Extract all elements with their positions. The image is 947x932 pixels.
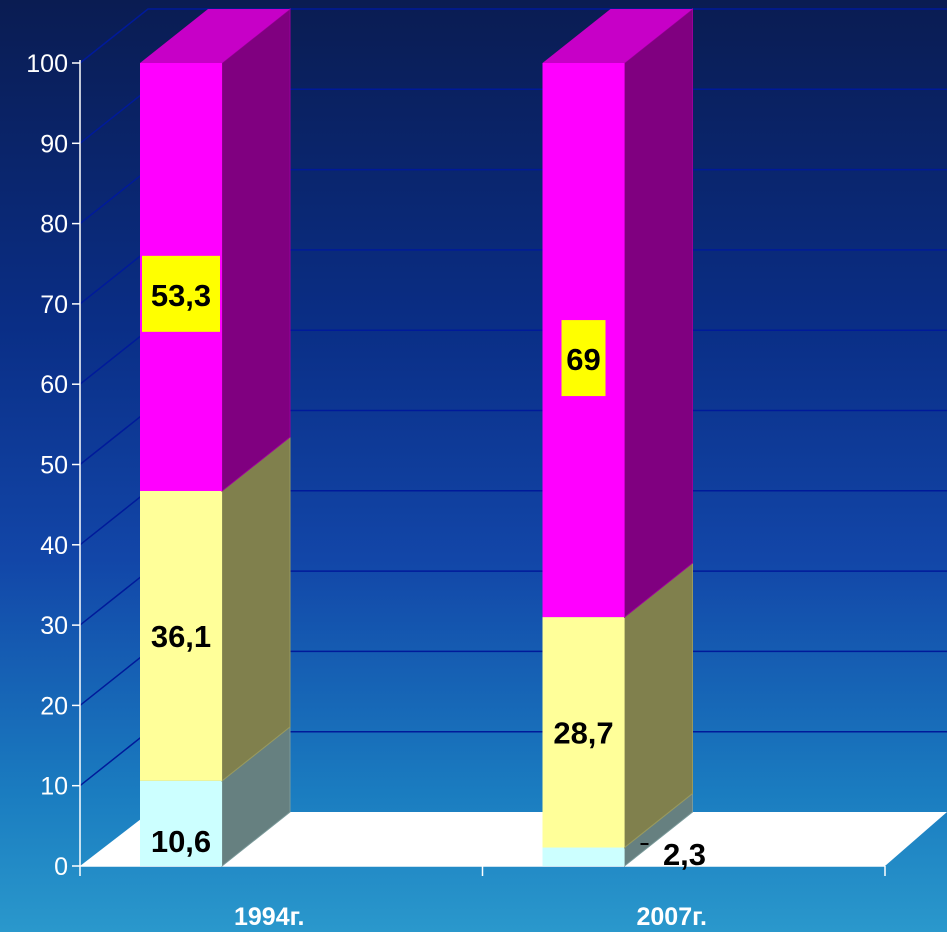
- data-label: 53,3: [151, 278, 211, 313]
- bar-top: [542, 9, 693, 63]
- x-tick-label: 2007г.: [637, 903, 707, 931]
- y-tick-label: 10: [40, 773, 68, 801]
- data-label: 2,3: [663, 837, 706, 872]
- y-tick-label: 60: [40, 371, 68, 399]
- bar-top: [140, 9, 290, 63]
- bar-segment: [140, 490, 222, 781]
- chart-floor: [80, 812, 947, 866]
- bar-segment: [140, 780, 222, 866]
- data-label: 36,1: [151, 619, 211, 654]
- data-label: 69: [566, 342, 600, 377]
- bar-segment: [542, 847, 625, 866]
- data-label-box: [561, 320, 606, 397]
- bar-side: [221, 435, 291, 782]
- y-tick-label: 50: [40, 452, 68, 480]
- data-labels: 10,6 36,1 53,3 2,3 28,7 69: [142, 255, 706, 872]
- x-axis-ticks: 1994г. 2007г.: [79, 866, 886, 931]
- data-label: 10,6: [151, 824, 211, 859]
- x-tick-label: 1994г.: [234, 903, 304, 931]
- y-tick-label: 30: [40, 612, 68, 640]
- data-label-box: [142, 255, 220, 332]
- y-tick-label: 70: [40, 291, 68, 319]
- y-tick-label: 90: [40, 130, 68, 158]
- y-tick-label: 80: [40, 211, 68, 239]
- y-tick-label: 20: [40, 692, 68, 720]
- bar-segment: [542, 617, 625, 848]
- y-tick-label: 100: [26, 50, 68, 78]
- data-label: 28,7: [553, 715, 613, 750]
- bars: [140, 7, 693, 868]
- y-axis-ticks: 0 10 20 30 40 50 60 70 80 90 100: [26, 50, 80, 881]
- y-tick-label: 0: [54, 853, 68, 881]
- bar-side: [624, 7, 693, 619]
- bar-side: [221, 7, 291, 493]
- y-tick-label: 40: [40, 532, 68, 560]
